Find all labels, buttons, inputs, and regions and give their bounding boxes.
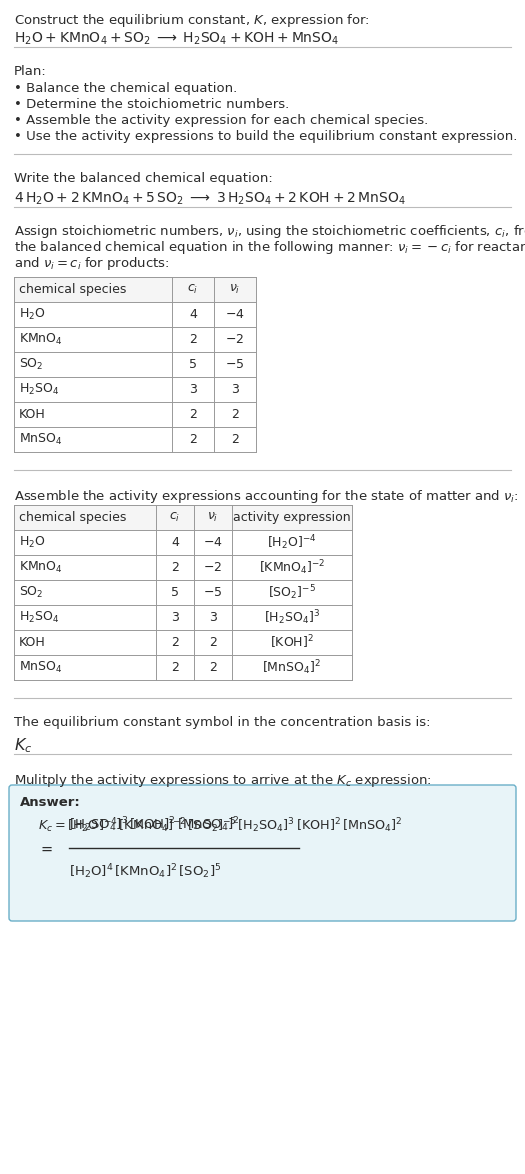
Text: $c_i$: $c_i$ (170, 511, 181, 524)
Text: $\mathrm{H_2O}$: $\mathrm{H_2O}$ (19, 306, 46, 322)
Text: $K_c$: $K_c$ (14, 736, 33, 755)
Text: $\mathrm{H_2O + KMnO_4 + SO_2 \;\longrightarrow\; H_2SO_4 + KOH + MnSO_4}$: $\mathrm{H_2O + KMnO_4 + SO_2 \;\longrig… (14, 31, 339, 47)
Text: $[\mathrm{H_2O}]^{4}\,[\mathrm{KMnO_4}]^{2}\,[\mathrm{SO_2}]^{5}$: $[\mathrm{H_2O}]^{4}\,[\mathrm{KMnO_4}]^… (69, 862, 222, 880)
Text: Plan:: Plan: (14, 65, 47, 77)
Text: 5: 5 (171, 586, 179, 599)
Text: 2: 2 (209, 661, 217, 674)
Text: $-2$: $-2$ (204, 561, 223, 574)
Text: chemical species: chemical species (19, 283, 127, 296)
Text: 2: 2 (189, 333, 197, 346)
Text: 2: 2 (171, 636, 179, 649)
Bar (14, 505, 352, 680)
Text: $\mathrm{H_2SO_4}$: $\mathrm{H_2SO_4}$ (19, 610, 59, 625)
Text: $\mathrm{SO_2}$: $\mathrm{SO_2}$ (19, 357, 44, 372)
Text: $-4$: $-4$ (203, 537, 223, 549)
Text: 5: 5 (189, 358, 197, 371)
Text: 3: 3 (189, 383, 197, 396)
Text: $\mathrm{MnSO_4}$: $\mathrm{MnSO_4}$ (19, 660, 62, 675)
Text: $\mathrm{KMnO_4}$: $\mathrm{KMnO_4}$ (19, 560, 63, 575)
Text: $-5$: $-5$ (203, 586, 223, 599)
Text: $[\mathrm{H_2SO_4}]^{3}$: $[\mathrm{H_2SO_4}]^{3}$ (264, 608, 320, 627)
Text: $\nu_i$: $\nu_i$ (207, 511, 219, 524)
Text: 3: 3 (231, 383, 239, 396)
Text: $-4$: $-4$ (225, 308, 245, 321)
Text: $\nu_i$: $\nu_i$ (229, 283, 240, 296)
Text: • Use the activity expressions to build the equilibrium constant expression.: • Use the activity expressions to build … (14, 130, 517, 143)
Text: 4: 4 (171, 537, 179, 549)
Text: $-5$: $-5$ (225, 358, 245, 371)
Text: 3: 3 (171, 610, 179, 625)
Text: 2: 2 (171, 561, 179, 574)
Text: $[\mathrm{H_2SO_4}]^{3}\,[\mathrm{KOH}]^{2}\,[\mathrm{MnSO_4}]^{2}$: $[\mathrm{H_2SO_4}]^{3}\,[\mathrm{KOH}]^… (69, 815, 240, 834)
Text: Answer:: Answer: (20, 796, 81, 809)
Text: the balanced chemical equation in the following manner: $\nu_i = -c_i$ for react: the balanced chemical equation in the fo… (14, 239, 525, 256)
Text: and $\nu_i = c_i$ for products:: and $\nu_i = c_i$ for products: (14, 255, 170, 272)
Text: $[\mathrm{MnSO_4}]^{2}$: $[\mathrm{MnSO_4}]^{2}$ (262, 659, 321, 677)
Text: $\mathrm{H_2O}$: $\mathrm{H_2O}$ (19, 535, 46, 551)
Text: Assemble the activity expressions accounting for the state of matter and $\nu_i$: Assemble the activity expressions accoun… (14, 488, 519, 505)
Text: Mulitply the activity expressions to arrive at the $K_c$ expression:: Mulitply the activity expressions to arr… (14, 772, 432, 789)
Text: $K_c = [\mathrm{H_2O}]^{-4}\,[\mathrm{KMnO_4}]^{-2}\,[\mathrm{SO_2}]^{-5}\,[\mat: $K_c = [\mathrm{H_2O}]^{-4}\,[\mathrm{KM… (38, 816, 403, 835)
Text: Write the balanced chemical equation:: Write the balanced chemical equation: (14, 173, 273, 185)
Text: $[\mathrm{KOH}]^{2}$: $[\mathrm{KOH}]^{2}$ (270, 634, 314, 652)
Text: $\mathrm{MnSO_4}$: $\mathrm{MnSO_4}$ (19, 432, 62, 447)
Bar (14, 277, 256, 452)
Text: $[\mathrm{H_2O}]^{-4}$: $[\mathrm{H_2O}]^{-4}$ (267, 533, 317, 552)
Text: Construct the equilibrium constant, $K$, expression for:: Construct the equilibrium constant, $K$,… (14, 12, 370, 29)
Text: $[\mathrm{SO_2}]^{-5}$: $[\mathrm{SO_2}]^{-5}$ (268, 583, 316, 602)
Text: $[\mathrm{KMnO_4}]^{-2}$: $[\mathrm{KMnO_4}]^{-2}$ (259, 558, 326, 576)
Text: • Determine the stoichiometric numbers.: • Determine the stoichiometric numbers. (14, 97, 289, 112)
Text: $\mathrm{SO_2}$: $\mathrm{SO_2}$ (19, 585, 44, 600)
Bar (14, 277, 256, 302)
Text: $\mathrm{4\,H_2O + 2\,KMnO_4 + 5\,SO_2 \;\longrightarrow\; 3\,H_2SO_4 + 2\,KOH +: $\mathrm{4\,H_2O + 2\,KMnO_4 + 5\,SO_2 \… (14, 191, 406, 208)
Text: activity expression: activity expression (233, 511, 351, 524)
Text: 2: 2 (231, 433, 239, 446)
FancyBboxPatch shape (9, 785, 516, 920)
Text: 2: 2 (231, 409, 239, 421)
Text: 2: 2 (189, 409, 197, 421)
Text: $-2$: $-2$ (225, 333, 245, 346)
Text: • Balance the chemical equation.: • Balance the chemical equation. (14, 82, 237, 95)
Text: $=$: $=$ (38, 841, 54, 856)
Text: • Assemble the activity expression for each chemical species.: • Assemble the activity expression for e… (14, 114, 428, 127)
Text: KOH: KOH (19, 409, 46, 421)
Text: 2: 2 (171, 661, 179, 674)
Text: chemical species: chemical species (19, 511, 127, 524)
Text: $\mathrm{H_2SO_4}$: $\mathrm{H_2SO_4}$ (19, 382, 59, 397)
Text: $\mathrm{KMnO_4}$: $\mathrm{KMnO_4}$ (19, 332, 63, 348)
Text: The equilibrium constant symbol in the concentration basis is:: The equilibrium constant symbol in the c… (14, 716, 430, 729)
Text: 2: 2 (189, 433, 197, 446)
Text: 3: 3 (209, 610, 217, 625)
Text: Assign stoichiometric numbers, $\nu_i$, using the stoichiometric coefficients, $: Assign stoichiometric numbers, $\nu_i$, … (14, 223, 525, 239)
Text: 2: 2 (209, 636, 217, 649)
Bar (14, 505, 352, 529)
Text: $c_i$: $c_i$ (187, 283, 198, 296)
Text: KOH: KOH (19, 636, 46, 649)
Text: 4: 4 (189, 308, 197, 321)
